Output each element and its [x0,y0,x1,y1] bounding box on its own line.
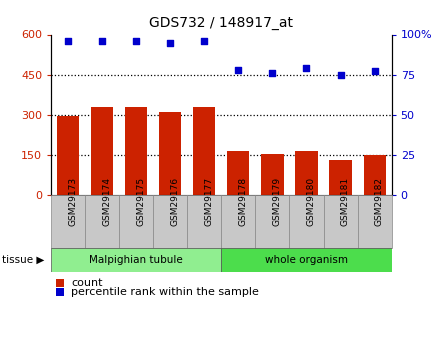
Point [303,66,310,71]
Point [201,38,208,44]
Point [269,70,276,76]
Point [167,40,174,45]
Bar [91,107,113,195]
Point [371,69,378,74]
Bar [227,151,250,195]
Bar [255,195,290,248]
Text: Malpighian tubule: Malpighian tubule [89,255,183,265]
Text: GSM29175: GSM29175 [136,177,145,226]
Text: tissue ▶: tissue ▶ [2,255,44,265]
Point [235,67,242,72]
Bar [324,195,358,248]
Bar [261,154,283,195]
Bar [187,195,222,248]
Bar [295,151,318,195]
Text: GSM29173: GSM29173 [68,177,77,226]
Text: GSM29177: GSM29177 [204,177,213,226]
Text: percentile rank within the sample: percentile rank within the sample [71,287,259,297]
Text: GDS732 / 148917_at: GDS732 / 148917_at [150,16,293,30]
Bar [51,195,85,248]
Bar [193,107,215,195]
Bar [364,155,386,195]
Bar [222,248,392,272]
Point [65,38,72,44]
Bar [329,160,352,195]
Point [133,38,140,44]
Bar [51,248,222,272]
Point [99,38,106,44]
Bar [119,195,153,248]
Bar [153,195,187,248]
Bar [125,107,147,195]
Bar [159,112,182,195]
Text: GSM29181: GSM29181 [340,177,349,226]
Text: count: count [71,278,103,288]
Text: GSM29176: GSM29176 [170,177,179,226]
Bar [85,195,119,248]
Bar [358,195,392,248]
Text: GSM29178: GSM29178 [239,177,247,226]
Text: GSM29174: GSM29174 [102,177,111,226]
Bar [290,195,324,248]
Text: GSM29180: GSM29180 [307,177,316,226]
Text: whole organism: whole organism [265,255,348,265]
Point [337,72,344,77]
Bar [222,195,255,248]
Bar [57,116,79,195]
Text: GSM29179: GSM29179 [272,177,281,226]
Text: GSM29182: GSM29182 [375,177,384,226]
